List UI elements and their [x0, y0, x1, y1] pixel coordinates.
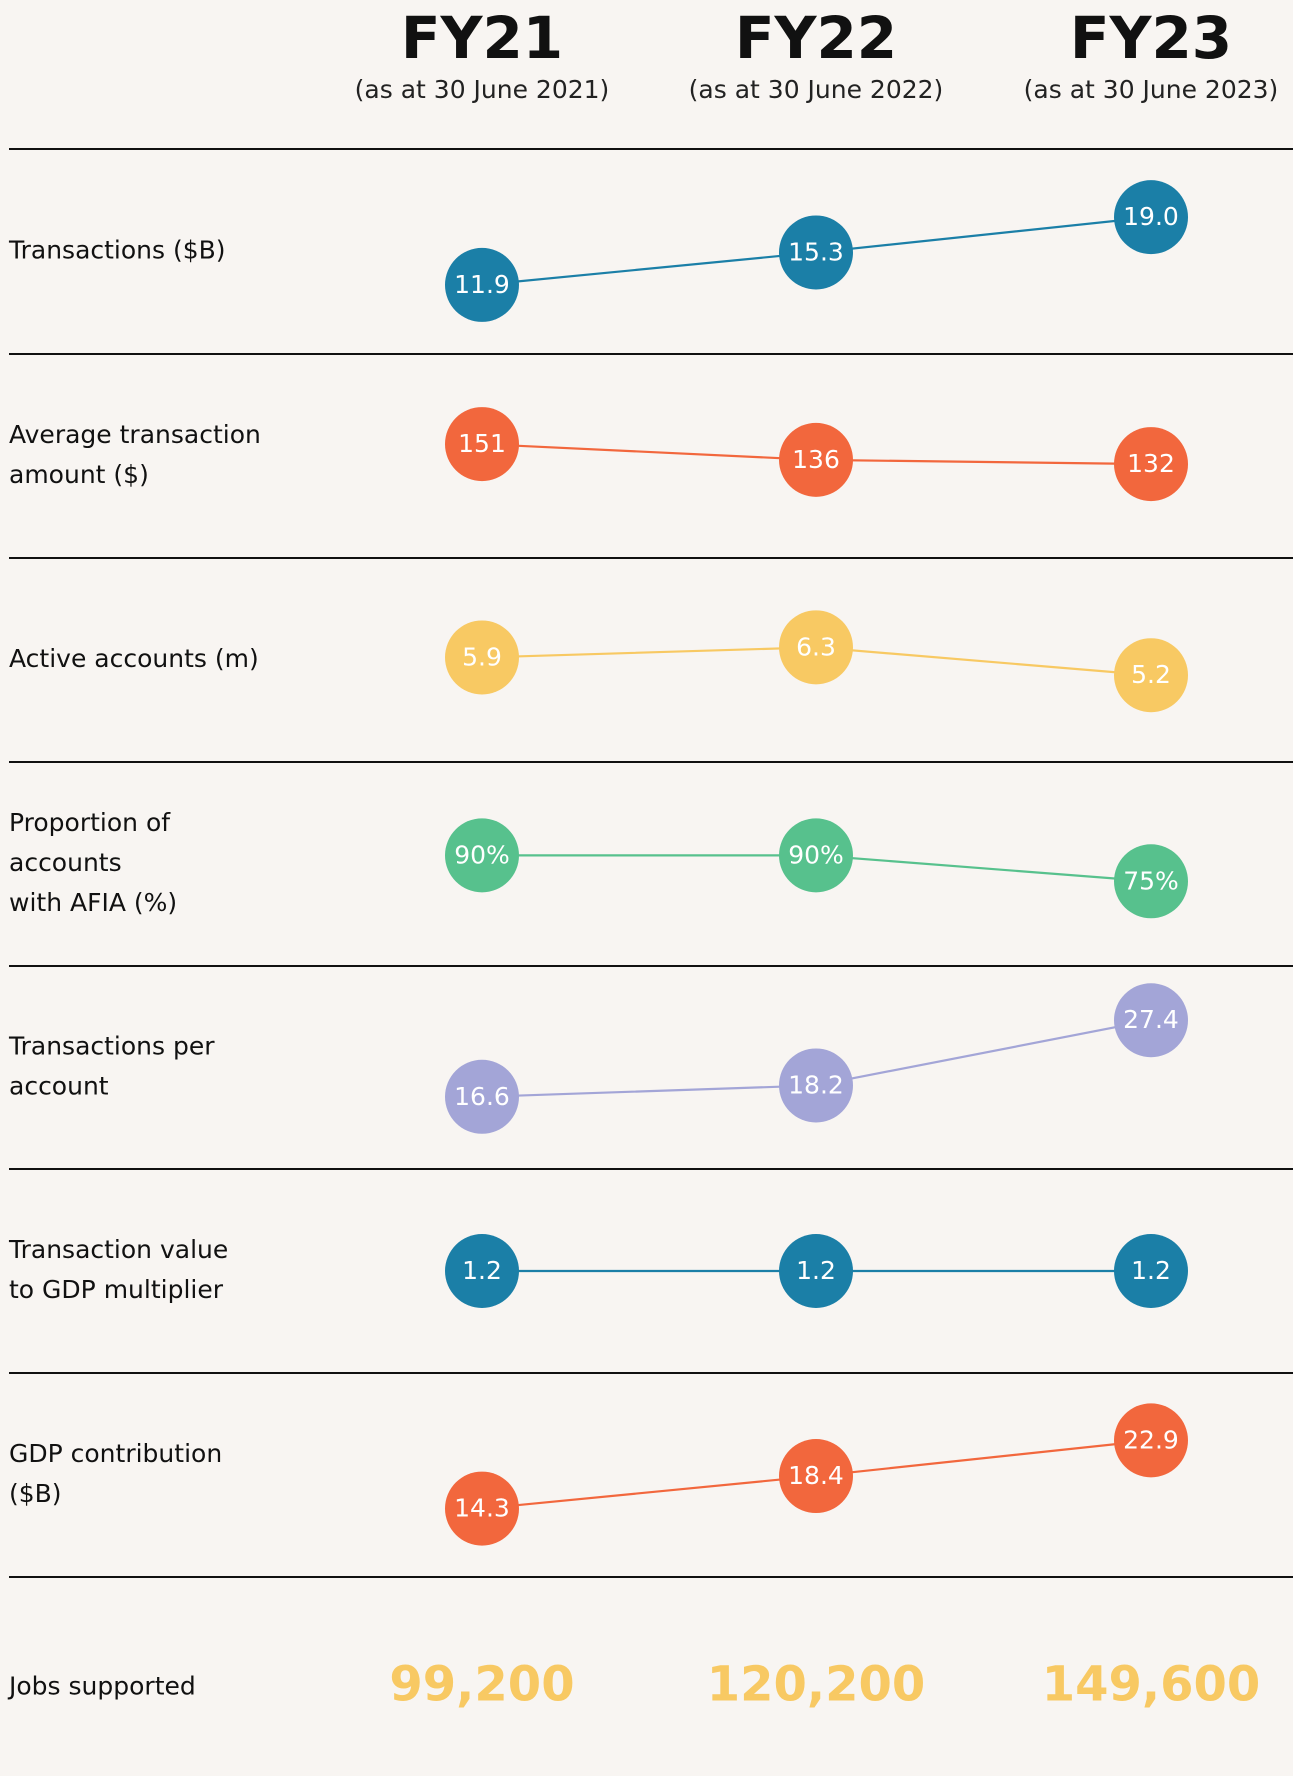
value-dot [445, 818, 519, 893]
value-dot [445, 1059, 519, 1134]
row-label: Average transaction [9, 420, 261, 449]
jobs-value: 149,600 [1042, 1657, 1261, 1713]
row-label: with AFIA (%) [9, 888, 177, 917]
value-dot [1114, 844, 1188, 919]
value-label: 1.2 [796, 1256, 836, 1285]
row-label: accounts [9, 848, 122, 877]
value-label: 75% [1123, 866, 1179, 895]
row-label: GDP contribution [9, 1439, 222, 1468]
value-dot [1114, 427, 1188, 502]
value-dot [779, 1234, 853, 1308]
value-dot [445, 620, 519, 695]
row-label: Transaction value [8, 1235, 228, 1264]
value-dot [779, 1048, 853, 1123]
value-dot [779, 1439, 853, 1514]
column-title: FY23 [1070, 4, 1232, 72]
value-dot [779, 818, 853, 893]
row-label: Active accounts (m) [9, 644, 259, 673]
column-title: FY21 [401, 4, 563, 72]
value-label: 18.2 [788, 1070, 844, 1099]
value-label: 16.6 [454, 1082, 510, 1111]
column-subtitle: (as at 30 June 2021) [355, 75, 610, 104]
value-dot [779, 610, 853, 685]
row-label: account [9, 1072, 109, 1101]
row-label: Proportion of [9, 808, 171, 837]
value-dot [1114, 1234, 1188, 1308]
column-title: FY22 [735, 4, 897, 72]
row-label: Jobs supported [7, 1672, 196, 1701]
value-label: 5.2 [1131, 660, 1171, 689]
column-subtitle: (as at 30 June 2022) [689, 75, 944, 104]
value-dot [1114, 638, 1188, 713]
value-label: 136 [792, 445, 840, 474]
value-dot [779, 215, 853, 290]
value-dot [1114, 983, 1188, 1058]
value-dot [1114, 180, 1188, 255]
value-label: 14.3 [454, 1494, 510, 1523]
row-label: Transactions ($B) [8, 236, 226, 265]
jobs-value: 99,200 [389, 1657, 574, 1713]
value-dot [445, 1471, 519, 1546]
value-label: 5.9 [462, 642, 502, 671]
row-label: amount ($) [9, 460, 149, 489]
value-dot [445, 407, 519, 482]
value-dot [1114, 1403, 1188, 1478]
value-label: 151 [458, 429, 506, 458]
value-label: 90% [454, 840, 510, 869]
row-label: to GDP multiplier [9, 1275, 224, 1304]
column-subtitle: (as at 30 June 2023) [1024, 75, 1279, 104]
value-label: 132 [1127, 449, 1175, 478]
jobs-value: 120,200 [707, 1657, 926, 1713]
value-label: 1.2 [462, 1256, 502, 1285]
value-label: 1.2 [1131, 1256, 1171, 1285]
value-label: 22.9 [1123, 1425, 1179, 1454]
value-label: 11.9 [454, 270, 510, 299]
value-label: 18.4 [788, 1461, 844, 1490]
value-label: 6.3 [796, 632, 836, 661]
row-label: ($B) [9, 1479, 62, 1508]
value-dot [445, 247, 519, 322]
value-label: 27.4 [1123, 1005, 1179, 1034]
row-label: Transactions per [8, 1032, 215, 1061]
value-label: 90% [788, 840, 844, 869]
value-dot [445, 1234, 519, 1308]
value-dot [779, 422, 853, 497]
value-label: 19.0 [1123, 202, 1179, 231]
value-label: 15.3 [788, 237, 844, 266]
